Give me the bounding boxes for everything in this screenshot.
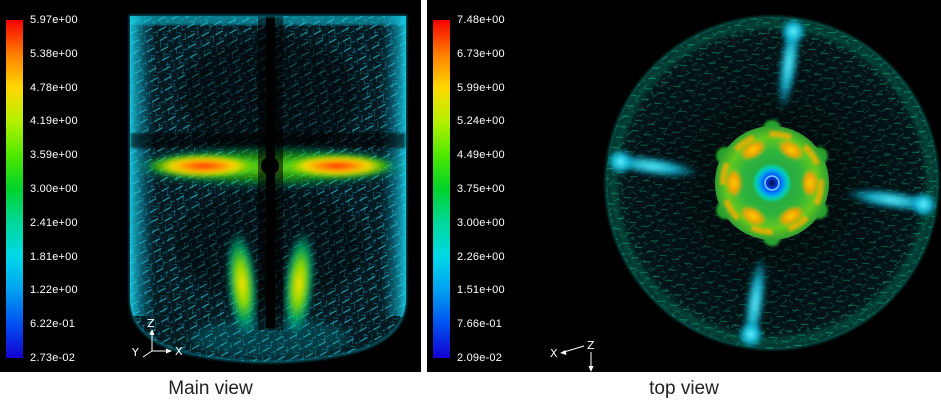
legend-tick: 5.99e+00 xyxy=(457,81,505,94)
legend-tick: 1.81e+00 xyxy=(30,250,78,263)
main-colorbar-gradient xyxy=(6,20,23,358)
legend-tick: 7.48e+00 xyxy=(457,14,505,26)
main-axis-x-label: X xyxy=(175,345,183,358)
legend-tick: 6.22e-01 xyxy=(30,318,76,331)
red-hotspot-right xyxy=(277,153,397,179)
legend-tick: 3.00e+00 xyxy=(457,216,505,229)
legend-tick: 2.73e-02 xyxy=(30,352,76,364)
main-axis-triad xyxy=(142,329,172,358)
top-vector-field: X Z xyxy=(427,0,941,372)
legend-tick: 2.26e+00 xyxy=(457,250,505,263)
legend-tick: 5.38e+00 xyxy=(30,47,78,60)
top-colorbar-labels: 7.48e+00 6.73e+00 5.99e+00 5.24e+00 4.49… xyxy=(457,14,523,364)
impeller-core xyxy=(752,163,792,203)
main-view-caption: Main view xyxy=(168,378,253,399)
top-colorbar-gradient xyxy=(433,20,450,358)
legend-tick: 3.75e+00 xyxy=(457,183,505,195)
main-colorbar-labels: 5.97e+00 5.38e+00 4.78e+00 4.19e+00 3.59… xyxy=(30,14,96,364)
plume-left xyxy=(225,230,259,338)
main-vector-field: Z Y X xyxy=(0,0,421,372)
plume-right xyxy=(282,230,316,338)
tank-interior xyxy=(130,16,406,362)
legend-tick: 2.09e-02 xyxy=(457,352,503,364)
main-axis-y-label: Y xyxy=(131,346,139,359)
top-view-panel: X Z 7.48e+00 6.73e+00 5.99e+00 5.24e+00 … xyxy=(427,0,941,372)
legend-tick: 5.97e+00 xyxy=(30,14,78,26)
legend-tick: 7.66e-01 xyxy=(457,318,503,331)
legend-tick: 4.78e+00 xyxy=(30,81,78,94)
top-colorbar: 7.48e+00 6.73e+00 5.99e+00 5.24e+00 4.49… xyxy=(433,14,525,364)
legend-tick: 2.41e+00 xyxy=(30,216,78,229)
top-view-caption: top view xyxy=(649,378,719,399)
baffle-streaks xyxy=(606,17,938,349)
legend-tick: 3.59e+00 xyxy=(30,149,78,162)
top-axis-x-label: X xyxy=(550,347,558,360)
legend-tick: 1.22e+00 xyxy=(30,284,78,297)
swirl-rim xyxy=(605,16,939,350)
top-axis-z-label: Z xyxy=(587,339,595,352)
red-hotspot-left xyxy=(144,153,264,179)
tank-outline xyxy=(129,15,407,364)
caption-row: Main view top view xyxy=(0,372,941,406)
legend-tick: 4.49e+00 xyxy=(457,149,505,162)
legend-tick: 1.51e+00 xyxy=(457,284,505,297)
main-colorbar: 5.97e+00 5.38e+00 4.78e+00 4.19e+00 3.59… xyxy=(6,14,98,364)
top-axis-triad xyxy=(560,345,594,372)
legend-tick: 3.00e+00 xyxy=(30,183,78,195)
legend-tick: 5.24e+00 xyxy=(457,115,505,128)
impeller-hub xyxy=(261,157,279,175)
legend-tick: 4.19e+00 xyxy=(30,115,78,128)
main-axis-z-label: Z xyxy=(147,317,155,330)
impeller-disk xyxy=(715,120,829,246)
main-view-panel: Z Y X 5.97e+00 5.38e+00 4.78e+00 4.19e+0… xyxy=(0,0,421,372)
legend-tick: 6.73e+00 xyxy=(457,47,505,60)
